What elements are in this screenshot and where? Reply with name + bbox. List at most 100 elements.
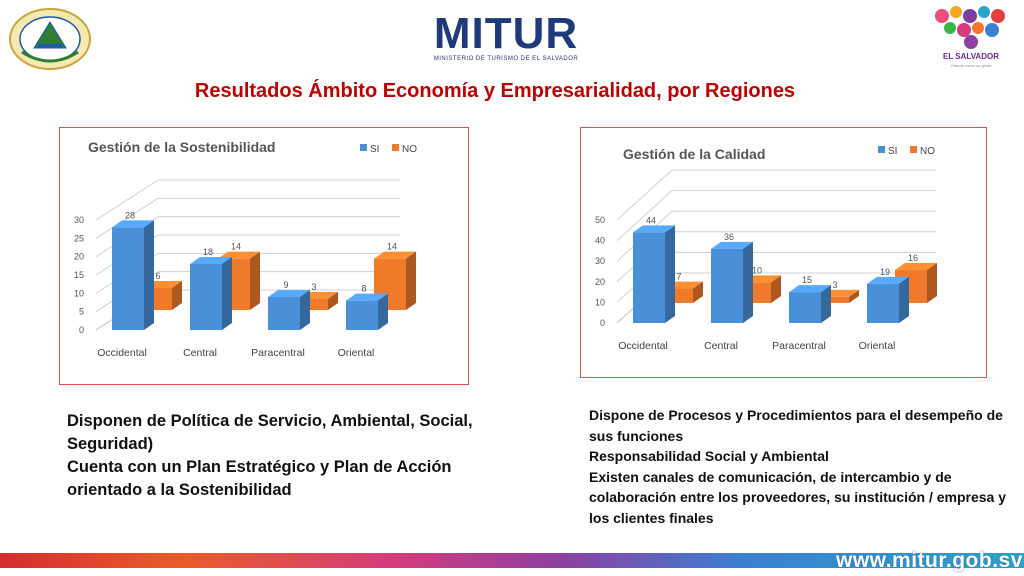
bar-no-central-value-label: 14 <box>231 242 241 252</box>
y-tick-label: 10 <box>595 297 605 307</box>
bar-si-occidental-value-label: 44 <box>646 215 656 225</box>
bar-no-paracentral-value-label: 3 <box>311 282 316 292</box>
x-category-label: Central <box>183 347 217 359</box>
el-salvador-seal-logo <box>9 8 91 70</box>
bar-si-occidental-side <box>144 220 154 330</box>
bar-no-oriental-top <box>895 263 937 271</box>
bar-si-central-side <box>222 257 232 330</box>
bar-no-occidental-side <box>172 281 182 310</box>
bar-si-central-top <box>190 257 232 264</box>
bar-si-occidental-front <box>633 232 665 323</box>
gridline-diag <box>616 169 673 221</box>
bar-si-central-front <box>711 248 743 323</box>
y-tick-label: 10 <box>74 288 84 298</box>
y-tick-label: 0 <box>79 325 84 335</box>
mitur-logo: MITUR MINISTERIO DE TURISMO DE EL SALVAD… <box>418 9 594 64</box>
y-tick-label: 50 <box>595 215 605 225</box>
bar-si-oriental-value-label: 19 <box>880 267 890 277</box>
x-category-label: Oriental <box>338 347 375 359</box>
bar-si-oriental-top <box>867 276 909 284</box>
gridline-diag <box>95 179 159 221</box>
legend-swatch-si <box>878 146 885 153</box>
bar-si-oriental-value-label: 8 <box>361 284 366 294</box>
bar-no-central-side <box>771 275 781 303</box>
x-category-label: Paracentral <box>772 340 826 352</box>
legend-label-si: SI <box>888 146 897 157</box>
y-tick-label: 20 <box>74 252 84 262</box>
gridline-diag <box>95 197 159 239</box>
bar-si-central-top <box>711 241 753 249</box>
left-description: Disponen de Política de Servicio, Ambien… <box>67 410 487 502</box>
bar-no-oriental-side <box>927 263 937 303</box>
gridline-diag <box>616 190 673 241</box>
legend-label-no: NO <box>402 144 417 155</box>
bar-si-paracentral-value-label: 15 <box>802 275 812 285</box>
bar-si-occidental-top <box>633 225 675 233</box>
chart-calidad: Gestión de la Calidad SI NO 0 10 20 30 40 50 7 44 O… <box>595 146 937 352</box>
bar-si-occidental-side <box>665 225 675 323</box>
chart-panel-sostenibilidad: Gestión de la Sostenibilidad SI NO 0 5 10 15 20… <box>59 127 469 385</box>
y-tick-label: 30 <box>74 215 84 225</box>
bar-si-paracentral-front <box>789 292 821 323</box>
footer-url[interactable]: www.mitur.gob.sv <box>836 549 1023 572</box>
bar-no-occidental-side <box>693 281 703 303</box>
chart-title: Gestión de la Sostenibilidad <box>88 139 275 155</box>
right-line-2: Responsabilidad Social y Ambiental <box>589 448 829 465</box>
bar-si-occidental-front <box>112 227 144 330</box>
x-category-label: Occidental <box>618 340 668 352</box>
bar-si-central-value-label: 18 <box>203 247 213 257</box>
right-line-1: Dispone de Procesos y Procedimientos par… <box>589 407 1003 444</box>
bar-si-occidental-top <box>112 220 154 228</box>
bar-si-paracentral-top <box>789 285 831 293</box>
bar-si-paracentral-front <box>268 297 300 330</box>
bar-no-oriental-value-label: 14 <box>387 242 397 252</box>
y-tick-label: 5 <box>79 307 84 317</box>
brand-name: EL SALVADOR <box>942 52 999 61</box>
y-tick-label: 0 <box>600 318 605 328</box>
y-tick-label: 40 <box>595 236 605 246</box>
bar-si-occidental-value-label: 28 <box>125 210 135 220</box>
x-category-label: Paracentral <box>251 347 305 359</box>
chart-sostenibilidad: Gestión de la Sostenibilidad SI NO 0 5 10 15 20… <box>74 139 417 359</box>
x-category-label: Occidental <box>97 347 147 359</box>
legend-label-no: NO <box>920 146 935 157</box>
bar-no-paracentral-front <box>817 296 849 303</box>
legend-swatch-si <box>360 144 367 151</box>
y-tick-label: 15 <box>74 270 84 280</box>
bar-si-paracentral-top <box>268 290 310 297</box>
logo-main-text: MITUR <box>433 9 579 58</box>
bar-si-central-front <box>190 264 222 330</box>
bar-si-oriental-side <box>378 293 388 330</box>
logo-sub-text: MINISTERIO DE TURISMO DE EL SALVADOR <box>433 56 579 62</box>
chart-panel-calidad: Gestión de la Calidad SI NO 0 10 20 30 40 50 7 44 O… <box>580 127 987 378</box>
right-line-3: Existen canales de comunicación, de inte… <box>589 468 1007 526</box>
legend-label-si: SI <box>370 144 379 155</box>
page-title: Resultados Ámbito Economía y Empresarial… <box>194 80 796 102</box>
left-line-2: Cuenta con un Plan Estratégico y Plan de… <box>67 458 452 499</box>
y-tick-label: 20 <box>595 277 605 287</box>
bar-si-paracentral-side <box>300 290 310 330</box>
bar-no-oriental-value-label: 16 <box>908 253 918 263</box>
x-category-label: Oriental <box>859 340 896 352</box>
y-tick-label: 25 <box>74 233 84 243</box>
bar-no-occidental-value-label: 6 <box>155 271 160 281</box>
bar-no-paracentral-side <box>849 289 859 303</box>
bar-no-paracentral-front <box>296 299 328 310</box>
left-line-1: Disponen de Política de Servicio, Ambien… <box>67 412 473 453</box>
right-description: Dispone de Procesos y Procedimientos par… <box>589 405 1009 529</box>
bar-no-central-value-label: 10 <box>752 265 762 275</box>
chart-title: Gestión de la Calidad <box>623 146 765 162</box>
bar-si-paracentral-value-label: 9 <box>283 280 288 290</box>
bar-si-central-side <box>743 241 753 323</box>
y-tick-label: 30 <box>595 256 605 266</box>
footer-color-bar <box>0 553 1024 568</box>
x-category-label: Central <box>704 340 738 352</box>
bar-si-oriental-front <box>346 300 378 330</box>
legend-swatch-no <box>910 146 917 153</box>
legend-swatch-no <box>392 144 399 151</box>
bar-no-oriental-top <box>374 251 416 259</box>
bar-si-oriental-side <box>899 276 909 323</box>
bar-no-oriental-side <box>406 251 416 310</box>
brand-tagline: Grande como su gente <box>950 63 992 68</box>
bar-no-central-side <box>250 251 260 310</box>
